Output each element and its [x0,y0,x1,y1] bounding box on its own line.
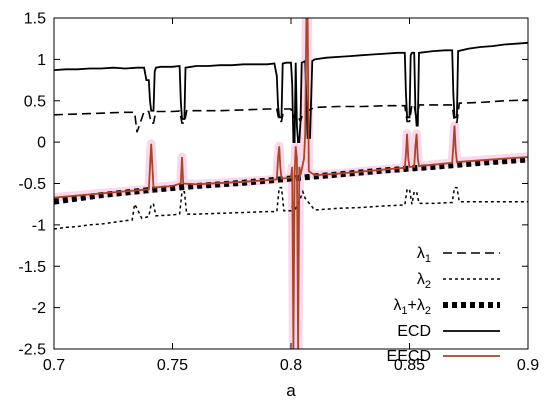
y-tick-label: -2.5 [18,342,46,359]
y-tick-label: -1 [32,217,46,234]
y-tick-label: -2 [32,300,46,317]
y-tick-label: -1.5 [18,259,46,276]
x-axis-title: a [286,381,296,400]
legend-label: ECD [397,323,431,340]
series-line--2 [54,186,528,230]
y-tick-label: 1 [37,52,46,69]
x-tick-label: 0.8 [280,357,302,374]
y-tick-label: 0.5 [24,93,46,110]
x-tick-label: 0.9 [517,357,539,374]
y-tick-label: 1.5 [24,11,46,28]
x-tick-label: 0.7 [43,357,65,374]
legend-label: λ2 [417,271,431,291]
legend-label: EECD [387,348,431,365]
legend: λ1 λ2 λ1+λ2 ECD EECD [387,245,500,365]
ticks-layer: 0.7 0.75 0.8 0.85 0.9 1.5 1 0.5 0 -0.5 -1 -1.5 -2 -2.… [18,11,539,375]
y-tick-label: -0.5 [18,176,46,193]
legend-label: λ1 [417,245,431,265]
series-layer [54,18,528,349]
x-tick-label: 0.85 [394,357,425,374]
series-line--1 [54,99,528,133]
series-line-eecd [54,18,528,349]
legend-label: λ1+λ2 [393,297,431,317]
series-line-ecd [54,41,528,144]
x-tick-label: 0.75 [157,357,188,374]
y-tick-label: 0 [37,135,46,152]
